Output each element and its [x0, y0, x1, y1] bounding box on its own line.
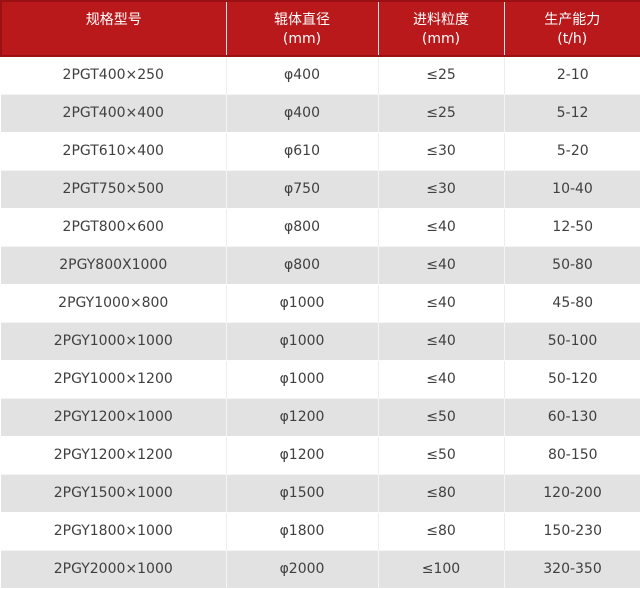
table-body: 2PGT400×250 φ400 ≤25 2-10 2PGT400×400 φ400 ≤25…: [1, 56, 640, 589]
table-cell: 2PGY800X1000: [1, 246, 227, 285]
table-row: 2PGY1200×1200 φ1200 ≤50 80-150: [1, 436, 640, 475]
table-cell: 45-80: [504, 284, 640, 323]
table-cell: ≤40: [378, 322, 505, 361]
table-cell: ≤80: [378, 474, 505, 513]
table-cell: 2PGY1200×1200: [1, 436, 227, 475]
table-row: 2PGY800X1000 φ800 ≤40 50-80: [1, 246, 640, 285]
table-cell: ≤40: [378, 246, 505, 285]
table-cell: φ1500: [226, 474, 379, 513]
table-cell: 5-12: [504, 94, 640, 133]
column-header-capacity: 生产能力 (t/h): [504, 0, 640, 57]
table-cell: φ1200: [226, 398, 379, 437]
table-cell: 50-120: [504, 360, 640, 399]
column-header-unit: (mm): [282, 31, 322, 47]
table-row: 2PGY1000×800 φ1000 ≤40 45-80: [1, 284, 640, 323]
table-cell: ≤30: [378, 132, 505, 171]
column-header-roller-diameter: 辊体直径 (mm): [226, 0, 379, 57]
table-cell: ≤40: [378, 360, 505, 399]
table-cell: φ750: [226, 170, 379, 209]
table-cell: 2PGY1000×1000: [1, 322, 227, 361]
table-cell: 2-10: [504, 56, 640, 95]
table-row: 2PGY1200×1000 φ1200 ≤50 60-130: [1, 398, 640, 437]
table-cell: ≤50: [378, 436, 505, 475]
table-cell: φ400: [226, 94, 379, 133]
table-row: 2PGY1500×1000 φ1500 ≤80 120-200: [1, 474, 640, 513]
table-cell: 80-150: [504, 436, 640, 475]
table-cell: φ1800: [226, 512, 379, 551]
column-header-label: 辊体直径: [274, 12, 330, 28]
table-cell: 320-350: [504, 550, 640, 589]
column-header-unit: (mm): [421, 31, 461, 47]
table-cell: ≤100: [378, 550, 505, 589]
table-cell: ≤25: [378, 94, 505, 133]
table-cell: 2PGY2000×1000: [1, 550, 227, 589]
header-row: 规格型号 辊体直径 (mm) 进料粒度 (mm) 生产能力 (t/h): [0, 0, 640, 57]
table-cell: 60-130: [504, 398, 640, 437]
table-row: 2PGT400×400 φ400 ≤25 5-12: [1, 94, 640, 133]
table-cell: 2PGT800×600: [1, 208, 227, 247]
table-cell: 2PGY1200×1000: [1, 398, 227, 437]
table-cell: 2PGY1000×1200: [1, 360, 227, 399]
table-row: 2PGT400×250 φ400 ≤25 2-10: [1, 56, 640, 95]
table-cell: 2PGT400×400: [1, 94, 227, 133]
table-cell: φ1000: [226, 284, 379, 323]
table-row: 2PGT800×600 φ800 ≤40 12-50: [1, 208, 640, 247]
column-header-label: 进料粒度: [413, 12, 469, 28]
table-row: 2PGY1000×1000 φ1000 ≤40 50-100: [1, 322, 640, 361]
table-cell: φ1000: [226, 360, 379, 399]
table-cell: 2PGT610×400: [1, 132, 227, 171]
table-cell: φ2000: [226, 550, 379, 589]
table-cell: 50-100: [504, 322, 640, 361]
table-row: 2PGY2000×1000 φ2000 ≤100 320-350: [1, 550, 640, 589]
column-header-unit: (t/h): [557, 31, 588, 47]
table-cell: ≤25: [378, 56, 505, 95]
column-header-label: 生产能力: [544, 12, 601, 28]
table-header: 规格型号 辊体直径 (mm) 进料粒度 (mm) 生产能力 (t/h): [0, 0, 640, 57]
table-cell: 50-80: [504, 246, 640, 285]
table-cell: φ1000: [226, 322, 379, 361]
table-cell: ≤40: [378, 208, 505, 247]
table-cell: 2PGY1000×800: [1, 284, 227, 323]
table-row: 2PGY1800×1000 φ1800 ≤80 150-230: [1, 512, 640, 551]
column-header-label: 规格型号: [85, 12, 142, 28]
table-cell: φ1200: [226, 436, 379, 475]
table-cell: φ800: [226, 208, 379, 247]
table-cell: 150-230: [504, 512, 640, 551]
table-cell: 5-20: [504, 132, 640, 171]
table-cell: 2PGY1800×1000: [1, 512, 227, 551]
table-cell: ≤40: [378, 284, 505, 323]
table-row: 2PGY1000×1200 φ1000 ≤40 50-120: [1, 360, 640, 399]
table-cell: 2PGY1500×1000: [1, 474, 227, 513]
table-row: 2PGT610×400 φ610 ≤30 5-20: [1, 132, 640, 171]
table-cell: φ800: [226, 246, 379, 285]
table-cell: 12-50: [504, 208, 640, 247]
table-cell: 10-40: [504, 170, 640, 209]
table-cell: 2PGT400×250: [1, 56, 227, 95]
table-cell: ≤80: [378, 512, 505, 551]
column-header-spec-model: 规格型号: [0, 0, 227, 57]
table-cell: 2PGT750×500: [1, 170, 227, 209]
table-cell: ≤50: [378, 398, 505, 437]
table-row: 2PGT750×500 φ750 ≤30 10-40: [1, 170, 640, 209]
table-cell: φ610: [226, 132, 379, 171]
table-cell: ≤30: [378, 170, 505, 209]
table-cell: 120-200: [504, 474, 640, 513]
table-cell: φ400: [226, 56, 379, 95]
column-header-feed-size: 进料粒度 (mm): [378, 0, 505, 57]
